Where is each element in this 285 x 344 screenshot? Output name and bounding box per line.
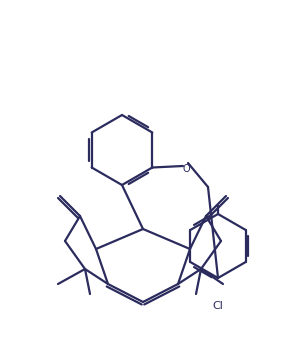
Text: O: O — [182, 164, 190, 174]
Text: Cl: Cl — [213, 301, 223, 311]
